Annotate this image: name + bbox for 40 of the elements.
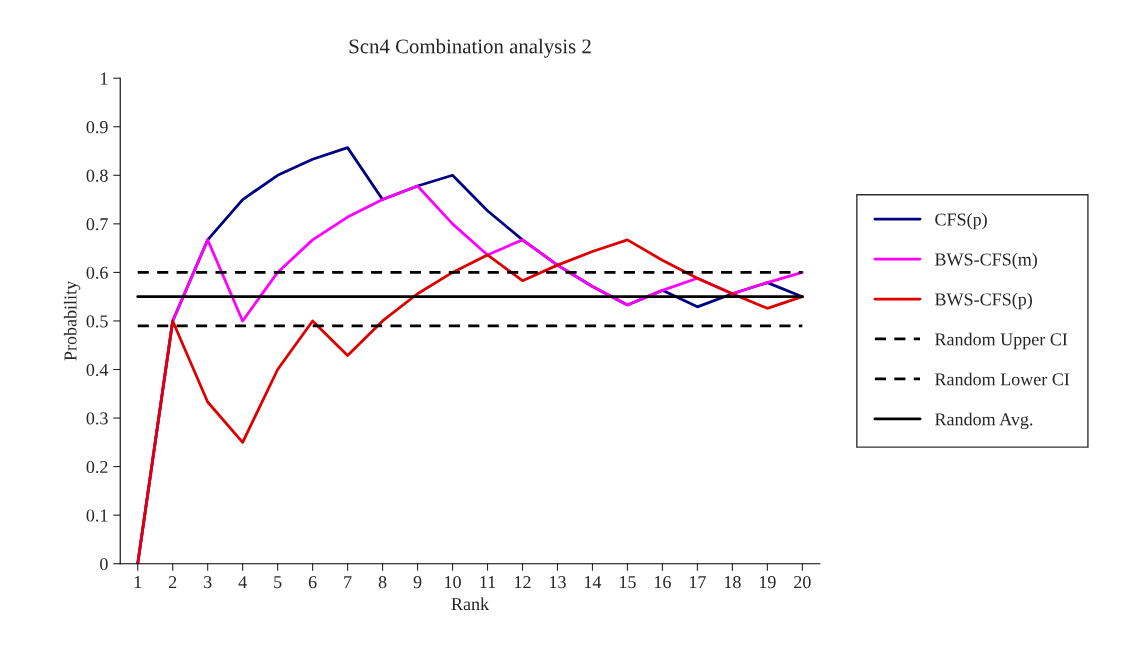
x-tick-label: 16 [654,576,671,589]
y-axis-title: Probability [63,280,81,361]
x-tick-label: 2 [168,576,177,589]
y-tick-label: 0.4 [86,363,109,377]
legend-label: CFS(p) [935,212,987,230]
x-tick-label: 11 [480,576,496,589]
x-tick-label: 9 [413,576,422,589]
y-tick-label: 0 [100,557,108,571]
y-tick-label: 0.1 [86,509,108,522]
x-tick-label: 19 [759,576,776,589]
legend-label: BWS-CFS(p) [934,292,1032,310]
x-axis-title: Rank [451,597,490,611]
y-tick-label: 0.7 [86,218,108,231]
x-tick-label: 7 [344,576,352,589]
x-tick-label: 12 [515,576,531,589]
x-tick-label: 10 [445,576,461,589]
chart-title: Scn4 Combination analysis 2 [349,38,591,58]
x-tick-label: 8 [378,576,387,589]
x-tick-label: 3 [204,576,212,589]
x-tick-label: 15 [619,576,636,589]
x-tick-label: 14 [585,576,602,589]
x-tick-label: 1 [134,576,142,589]
y-tick-label: 0.6 [86,266,108,279]
y-tick-label: 0.8 [86,169,108,182]
x-tick-label: 13 [550,576,566,589]
y-tick-label: 0.5 [86,315,108,328]
x-tick-label: 18 [724,576,741,589]
x-tick-label: 6 [308,576,317,589]
legend-label: BWS-CFS(m) [934,252,1038,270]
legend-label: Random Lower CI [934,372,1070,386]
x-tick-label: 20 [794,576,811,589]
legend-label: Random Avg. [934,412,1033,430]
y-tick-label: 1 [100,72,108,85]
x-tick-label: 17 [689,576,706,589]
y-tick-label: 0.9 [86,120,108,134]
y-tick-label: 0.3 [86,412,108,425]
x-tick-label: 4 [238,576,247,589]
y-tick-label: 0.2 [86,460,108,474]
x-tick-label: 5 [274,576,282,589]
legend-label: Random Upper CI [934,332,1068,350]
